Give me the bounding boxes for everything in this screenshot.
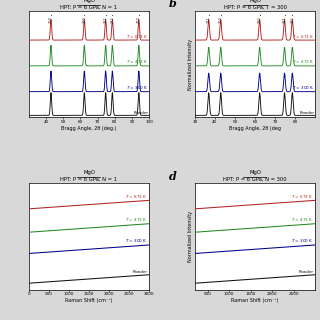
Text: $T$ = 300 K: $T$ = 300 K [292, 84, 315, 91]
X-axis label: Raman Shift (cm⁻¹): Raman Shift (cm⁻¹) [231, 298, 279, 303]
Text: 222: 222 [290, 17, 294, 23]
Text: 111: 111 [207, 17, 211, 23]
Text: 200: 200 [219, 17, 223, 23]
Text: d: d [168, 171, 176, 181]
Text: Powder: Powder [133, 270, 148, 274]
Text: $T$ = 473 K: $T$ = 473 K [292, 58, 315, 65]
X-axis label: Raman Shift (cm⁻¹): Raman Shift (cm⁻¹) [65, 298, 113, 303]
Text: $T$ = 300 K: $T$ = 300 K [292, 237, 314, 244]
Y-axis label: Normalized Intensity: Normalized Intensity [188, 211, 194, 262]
X-axis label: Bragg Angle, 2θ (deg.): Bragg Angle, 2θ (deg.) [61, 126, 117, 131]
Text: $T$ = 673 K: $T$ = 673 K [292, 33, 315, 40]
Text: $T$ = 673 K: $T$ = 673 K [292, 193, 314, 200]
Y-axis label: Normalized Intensity: Normalized Intensity [188, 39, 194, 90]
Text: b: b [168, 0, 176, 10]
Text: $T$ = 673 K: $T$ = 673 K [125, 193, 148, 200]
Text: Powder: Powder [299, 270, 314, 274]
Text: Powder: Powder [300, 111, 315, 115]
Text: 220: 220 [82, 17, 86, 23]
Text: $T$ = 473 K: $T$ = 473 K [126, 58, 148, 65]
Title: MgO
HPT: P = 6 GPa, N = 1: MgO HPT: P = 6 GPa, N = 1 [60, 0, 117, 9]
Text: $T$ = 473 K: $T$ = 473 K [292, 216, 314, 223]
Title: MgO
HPT: P = 6 GPa, T = 300: MgO HPT: P = 6 GPa, T = 300 [224, 0, 286, 9]
Text: 311: 311 [283, 17, 286, 23]
Text: 311: 311 [104, 17, 108, 23]
Text: $T$ = 473 K: $T$ = 473 K [125, 216, 148, 223]
Text: 222: 222 [110, 17, 114, 23]
Text: $T$ = 300 K: $T$ = 300 K [125, 237, 148, 244]
Text: Powder: Powder [133, 111, 148, 115]
Text: 400: 400 [137, 17, 141, 23]
Title: MgO
HPT: P = 6 GPa, N = 1: MgO HPT: P = 6 GPa, N = 1 [60, 170, 117, 181]
Text: 200: 200 [49, 17, 53, 23]
Text: $T$ = 673 K: $T$ = 673 K [126, 33, 148, 40]
Text: $T$ = 300 K: $T$ = 300 K [126, 84, 148, 91]
X-axis label: Bragg Angle, 2θ (deg: Bragg Angle, 2θ (deg [229, 126, 281, 131]
Text: 220: 220 [258, 17, 262, 23]
Title: MgO
HPT: P = 6 GPa, N = 300: MgO HPT: P = 6 GPa, N = 300 [223, 170, 287, 181]
